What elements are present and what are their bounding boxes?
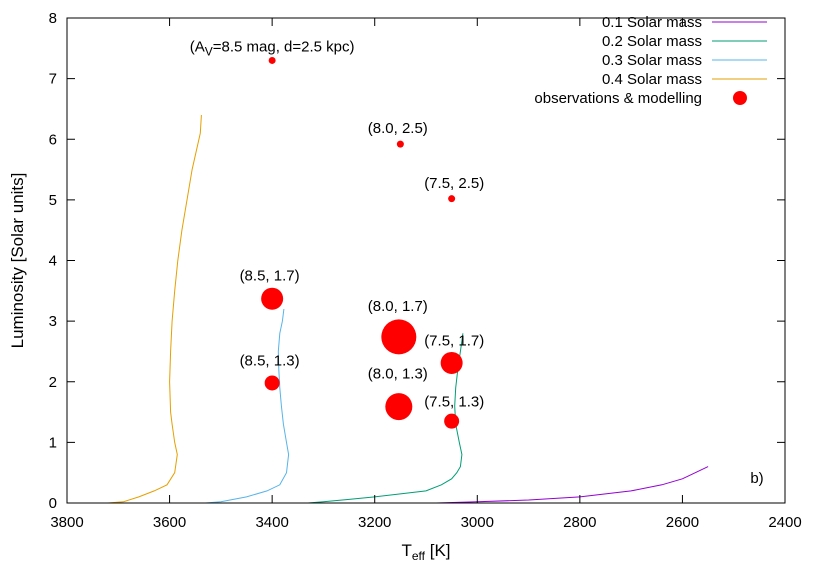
point-label: (7.5, 1.3) [424,394,484,411]
point-label: (8.0, 1.7) [368,298,428,315]
track-line [436,466,709,504]
observation-point [268,56,276,64]
y-tick-label: 8 [49,10,57,27]
legend: 0.1 Solar mass 0.2 Solar mass 0.3 Solar ma… [534,14,767,107]
x-tick-label: 2800 [563,514,596,531]
x-tick-label: 2400 [768,514,801,531]
point-label: (7.5, 1.7) [424,332,484,349]
x-axis-ticks: 3800 3600 3400 3200 3000 2800 2600 2400 [50,18,802,531]
legend-entry-label: 0.3 Solar mass [602,52,702,69]
y-tick-label: 0 [49,495,57,512]
point-label: (8.5, 1.3) [240,352,300,369]
legend-entry-label: observations & modelling [534,90,702,107]
x-tick-label: 3400 [255,514,288,531]
x-tick-label: 3600 [153,514,186,531]
evolution-tracks [107,114,709,504]
observation-point [396,140,404,148]
observation-point [261,287,284,310]
y-tick-label: 1 [49,434,57,451]
observation-point [448,195,456,203]
observation-point [385,393,413,421]
observation-point [381,319,417,355]
observation-point [264,375,280,391]
observation-point [444,413,460,429]
x-tick-label: 3000 [461,514,494,531]
y-axis-ticks: 0 1 2 3 4 5 6 7 8 [49,10,785,512]
legend-entry-label: 0.1 Solar mass [602,14,702,31]
y-tick-label: 2 [49,374,57,391]
point-label: (8.0, 2.5) [368,120,428,137]
legend-swatch [733,91,747,105]
point-label: (8.5, 1.7) [240,268,300,285]
track-line [307,333,464,504]
panel-label: b) [750,470,763,487]
observation-point [440,351,463,374]
observation-points: (8.0, 2.5) (7.5, 2.5) (8.5, 1.7) (8.0, 1.7)… [240,56,484,429]
track-line [205,308,290,504]
point-label: (7.5, 2.5) [424,175,484,192]
y-tick-label: 3 [49,313,57,330]
y-axis-label: Luminosity [Solar units] [8,173,27,349]
x-tick-label: 3800 [50,514,83,531]
extinction-distance-annotation: (AV=8.5 mag, d=2.5 kpc) [190,38,355,58]
y-tick-label: 4 [49,253,57,270]
y-tick-label: 5 [49,192,57,209]
y-tick-label: 7 [49,71,57,88]
x-tick-label: 3200 [358,514,391,531]
x-tick-label: 2600 [666,514,699,531]
track-line [107,114,202,504]
y-tick-label: 6 [49,131,57,148]
point-label: (8.0, 1.3) [368,366,428,383]
x-axis-label: Teff [K] [401,541,450,563]
legend-entry-label: 0.2 Solar mass [602,33,702,50]
legend-entry-label: 0.4 Solar mass [602,71,702,88]
